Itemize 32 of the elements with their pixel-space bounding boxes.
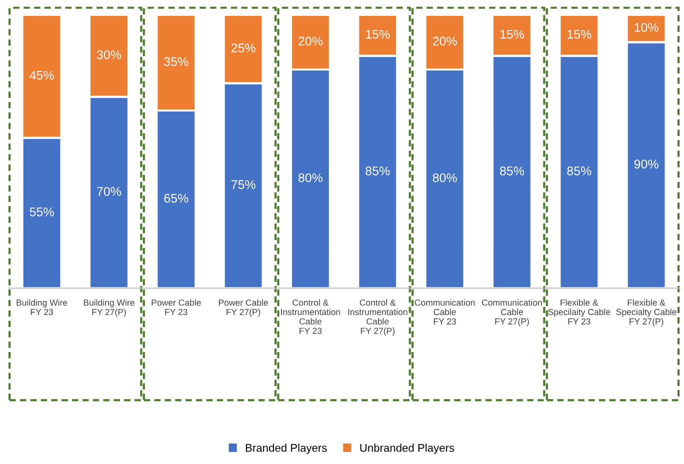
- x-tick-label: Control & Instrumentation Cable FY 23: [281, 299, 340, 334]
- data-label: 80%: [298, 173, 323, 182]
- data-label: 85%: [366, 166, 390, 176]
- x-tick-label: Flexible & Specilaity Cable FY 23: [548, 299, 610, 325]
- data-label: 30%: [96, 50, 122, 60]
- data-label: 10%: [634, 23, 658, 32]
- data-label: 80%: [432, 173, 457, 182]
- data-label: 85%: [500, 166, 524, 176]
- x-tick-label: Building Wire FY 23: [16, 299, 68, 316]
- data-label: 20%: [432, 36, 457, 46]
- data-label: 45%: [30, 70, 54, 80]
- data-label: 85%: [567, 166, 592, 176]
- data-label: 90%: [634, 160, 658, 169]
- data-label: 35%: [164, 57, 188, 66]
- data-label: 20%: [298, 36, 323, 46]
- x-tick-label: Communication Cable FY 27(P): [482, 299, 542, 326]
- data-label: 15%: [500, 30, 524, 39]
- data-label: 70%: [97, 186, 122, 196]
- x-tick-label: Flexible & Specialty Cable FY 27(P): [616, 299, 676, 326]
- x-tick-label: Power Cable FY 27(P): [218, 299, 268, 317]
- data-label: 55%: [30, 208, 54, 216]
- data-label: 15%: [366, 30, 390, 39]
- x-tick-label: Power Cable FY 23: [152, 299, 201, 316]
- data-label: 15%: [568, 30, 592, 39]
- data-label: 75%: [231, 180, 256, 190]
- x-tick-label: Communication Cable FY 23: [414, 299, 475, 325]
- legend-label: Unbranded Players: [360, 444, 454, 454]
- x-tick-label: Building Wire FY 27(P): [84, 299, 134, 317]
- legend-label: Branded Players: [246, 444, 327, 454]
- x-tick-label: Control & Instrumentation Cable FY 27(P): [348, 299, 408, 336]
- data-label: 25%: [231, 44, 256, 52]
- data-label: 65%: [164, 194, 188, 203]
